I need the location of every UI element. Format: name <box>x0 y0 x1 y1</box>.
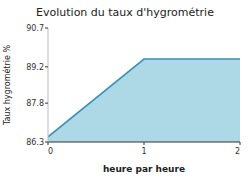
y-tick <box>45 103 48 104</box>
y-axis <box>48 28 49 142</box>
plot-area <box>48 59 240 142</box>
line <box>48 59 240 137</box>
title: Evolution du taux d'hygrométrie <box>36 6 214 19</box>
x-axis-label: heure par heure <box>103 164 185 174</box>
y-tick <box>45 28 48 29</box>
x-tick-label: 1 <box>141 147 146 156</box>
y-tick-label: 89.2 <box>26 63 44 72</box>
x-tick <box>144 142 145 145</box>
x-tick-label: 0 <box>48 147 53 156</box>
chart: 0 1 2 86.3 87.8 89.2 90.7 Evolution du taux d'h… <box>0 0 250 188</box>
y-tick-label: 90.7 <box>26 24 44 33</box>
x-tick-label: 2 <box>235 147 240 156</box>
y-tick <box>45 142 48 143</box>
y-axis-label: Taux hygrométrie % <box>2 45 12 127</box>
area <box>48 59 240 142</box>
y-tick-label: 86.3 <box>26 138 44 147</box>
y-tick-label: 87.8 <box>26 99 44 108</box>
y-tick <box>45 66 48 67</box>
x-tick <box>240 142 241 145</box>
